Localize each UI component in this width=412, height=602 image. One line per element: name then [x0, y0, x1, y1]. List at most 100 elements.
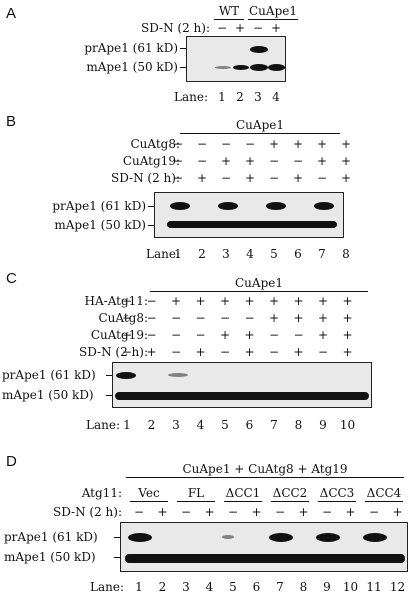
treatment-cell: + [340, 154, 352, 168]
treatment-cell: + [317, 311, 329, 325]
treatment-cell: − [170, 328, 182, 342]
atg11-group-label: ΔCC4 [366, 486, 402, 500]
treatment-cell: − [252, 21, 264, 35]
band-tick [106, 395, 112, 396]
band-label-mape1: mApe1 (50 kD) [4, 550, 96, 564]
treatment-cell: + [342, 294, 353, 308]
band-mape1-all-lanes [125, 554, 405, 563]
treatment-cell: − [244, 311, 255, 325]
lane-number: 3 [254, 90, 262, 104]
treatment-cell: − [196, 137, 208, 151]
treatment-cell: − [172, 154, 184, 168]
treatment-cell: − [170, 311, 182, 325]
panel-letter-a: A [6, 5, 17, 22]
treatment-cell: + [204, 505, 215, 519]
treatment-cell: − [268, 345, 280, 359]
treatment-cell: − [219, 311, 231, 325]
lane-number: 7 [276, 580, 284, 594]
atg11-group-label: ΔCC2 [272, 486, 308, 500]
row-label-atg11: Atg11: [81, 486, 122, 500]
treatment-cell: + [298, 505, 309, 519]
atg11-group-underline [130, 501, 168, 502]
band-mape1-lane3 [250, 64, 268, 71]
treatment-cell: − [368, 505, 380, 519]
lane-number: 4 [246, 247, 254, 261]
panel-letter-b: B [6, 113, 17, 130]
row-label-sdn: SD-N (2 h): [140, 21, 210, 35]
treatment-cell: + [244, 345, 255, 359]
row-label-sdn: SD-N (2 h): [78, 345, 148, 359]
band-prape1-lane5 [266, 202, 286, 210]
lane-number: 6 [294, 247, 302, 261]
treatment-cell: + [170, 294, 182, 308]
treatment-cell: − [216, 21, 228, 35]
treatment-cell: − [195, 328, 206, 342]
atg11-group-underline [365, 501, 403, 502]
treatment-cell: + [270, 21, 282, 35]
lane-number: 1 [135, 580, 143, 594]
atg11-group-label: FL [187, 486, 205, 500]
treatment-cell: − [121, 294, 133, 308]
treatment-cell: − [170, 345, 182, 359]
lane-number: 8 [294, 418, 303, 432]
treatment-cell: − [244, 137, 256, 151]
atg11-group-label: ΔCC3 [319, 486, 355, 500]
lane-number: 4 [272, 90, 280, 104]
row-label-cuatg8: CuAtg8: [98, 311, 148, 325]
band-prape1-lane1 [128, 533, 152, 542]
treatment-cell: − [219, 345, 231, 359]
row-label-sdn: SD-N (2 h): [52, 505, 122, 519]
band-mape1-lane4 [268, 64, 285, 71]
atg11-group-label: Vec [138, 486, 160, 500]
treatment-cell: + [196, 171, 208, 185]
band-label-mape1: mApe1 (50 kD) [2, 388, 94, 402]
treatment-cell: − [274, 505, 286, 519]
treatment-cell: + [220, 154, 232, 168]
lane-number: 3 [222, 247, 230, 261]
band-prape1-lane7 [269, 533, 293, 542]
atg11-group-underline [271, 501, 309, 502]
row-label-cuatg19: CuAtg19: [122, 154, 180, 168]
lane-number: 11 [366, 580, 382, 594]
lane-number: 8 [299, 580, 308, 594]
lane-number: 9 [323, 580, 331, 594]
atg11-group-label: ΔCC1 [225, 486, 261, 500]
treatment-cell: + [316, 154, 328, 168]
band-tick [180, 67, 186, 68]
band-tick [114, 537, 120, 538]
group-underline [150, 291, 368, 292]
band-prape1-lane3 [168, 373, 188, 377]
treatment-cell: − [268, 328, 280, 342]
band-label-prape1: prApe1 (61 kD) [52, 199, 146, 213]
row-label-cuatg19: CuAtg19: [90, 328, 148, 342]
treatment-cell: + [234, 21, 246, 35]
atg11-group-underline [177, 501, 215, 502]
treatment-cell: − [268, 171, 280, 185]
treatment-cell: + [292, 137, 304, 151]
treatment-cell: − [172, 137, 184, 151]
lane-number: 8 [342, 247, 350, 261]
treatment-cell: − [121, 328, 133, 342]
treatment-cell: + [342, 328, 353, 342]
lane-number: 5 [270, 247, 278, 261]
band-tick [106, 375, 112, 376]
group-underline-wt [214, 19, 244, 20]
lane-number: 5 [229, 580, 237, 594]
treatment-cell: + [244, 154, 256, 168]
lane-number: 5 [221, 418, 229, 432]
lane-number: 2 [236, 90, 244, 104]
treatment-cell: − [180, 505, 192, 519]
group-underline-cuape1 [248, 19, 298, 20]
band-label-prape1: prApe1 (61 kD) [4, 530, 98, 544]
treatment-cell: + [244, 328, 255, 342]
band-label-mape1: mApe1 (50 kD) [54, 218, 146, 232]
treatment-cell: − [146, 311, 157, 325]
lane-label: Lane: [86, 418, 120, 432]
lane-number: 7 [270, 418, 278, 432]
lane-number: 1 [123, 418, 131, 432]
treatment-cell: − [220, 171, 232, 185]
lane-number: 7 [318, 247, 326, 261]
lane-number: 3 [182, 580, 190, 594]
treatment-cell: + [342, 311, 353, 325]
treatment-cell: + [157, 505, 168, 519]
